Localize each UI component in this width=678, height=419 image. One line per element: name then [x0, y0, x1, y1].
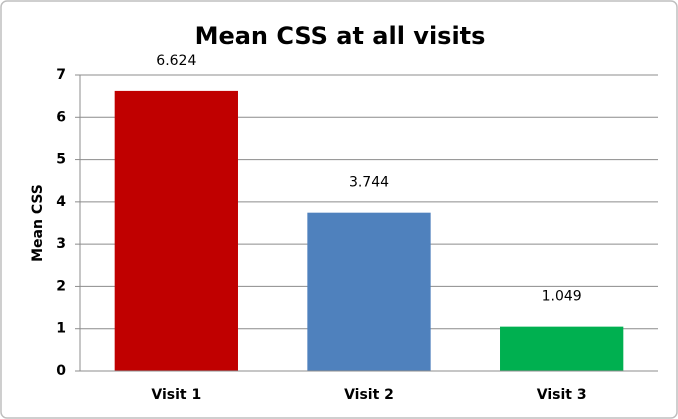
y-tick-label: 1: [56, 321, 66, 337]
bar: [307, 212, 431, 371]
y-tick-label: 6: [56, 109, 66, 125]
y-tick-label: 3: [56, 236, 66, 252]
x-tick-label: Visit 2: [344, 387, 394, 403]
x-tick-label: Visit 3: [537, 387, 587, 403]
x-tick-label: Visit 1: [151, 387, 201, 403]
bar: [500, 326, 624, 371]
y-tick-label: 2: [56, 278, 66, 294]
y-tick-label: 0: [56, 363, 66, 379]
data-label: 1.049: [542, 289, 582, 305]
y-tick-label: 7: [56, 67, 66, 83]
y-tick-label: 5: [56, 152, 66, 168]
bar: [114, 90, 238, 372]
y-axis-label: Mean CSS: [30, 184, 46, 262]
data-label: 6.624: [156, 53, 196, 69]
y-tick-label: 4: [56, 194, 66, 210]
chart-title: Mean CSS at all visits: [195, 22, 486, 50]
data-label: 3.744: [349, 175, 389, 191]
